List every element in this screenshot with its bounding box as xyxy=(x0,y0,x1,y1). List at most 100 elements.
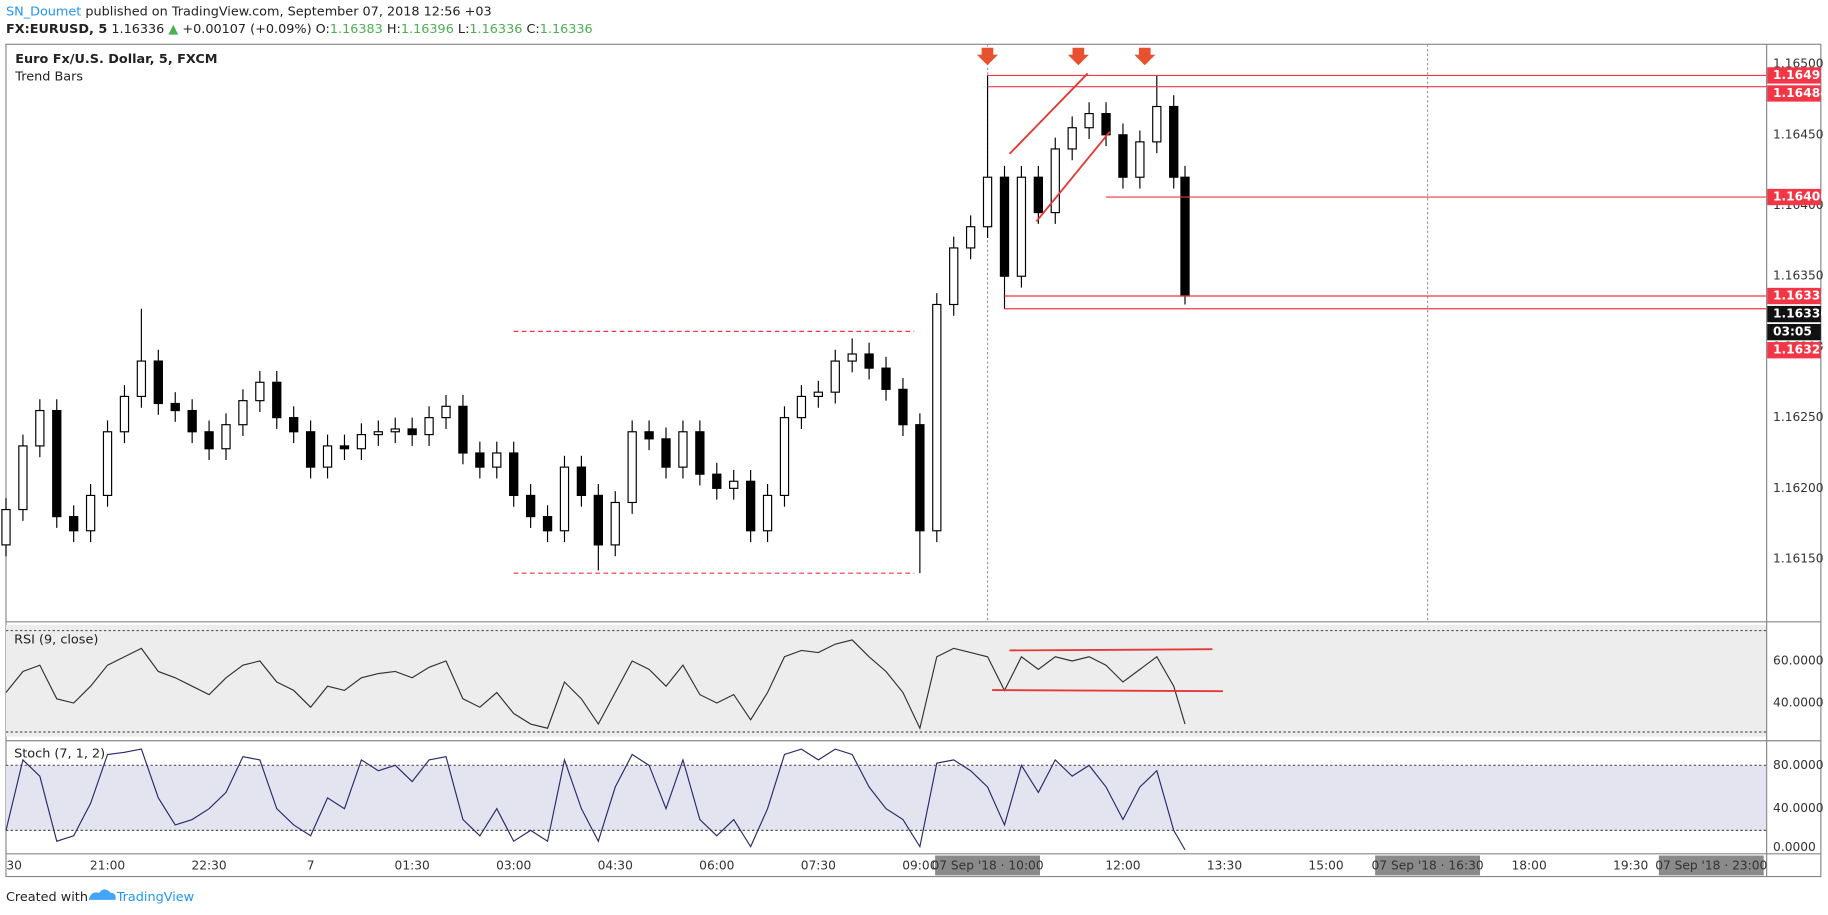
time-marker-label: 07 Sep '18 · 23:00 xyxy=(1655,859,1767,873)
channel-line xyxy=(1008,72,1089,155)
y-tick-label: 1.16350 xyxy=(1773,269,1824,283)
x-tick-label: 30 xyxy=(6,859,22,873)
candle-body xyxy=(255,381,265,402)
candle-body xyxy=(221,424,231,450)
band xyxy=(5,765,1767,831)
x-tick-label: 09:00 xyxy=(902,859,937,873)
price-label: 1.16336 xyxy=(1773,307,1828,321)
candle-body xyxy=(762,494,773,532)
candle-body xyxy=(69,516,79,532)
candle-body xyxy=(509,452,519,496)
time-marker-box xyxy=(1658,855,1764,876)
price-label-box xyxy=(1767,67,1821,84)
candle-body xyxy=(102,431,113,496)
y-tick-label: 1.16250 xyxy=(1773,410,1824,424)
price-label: 1.16492 xyxy=(1773,68,1828,82)
candle-body xyxy=(1101,113,1111,136)
candle-body xyxy=(559,466,570,532)
candle-body xyxy=(119,395,130,433)
chart-subtitle: Trend Bars xyxy=(14,69,83,84)
y-tick-label: 40.0000 xyxy=(1773,801,1824,815)
candle-body xyxy=(85,494,96,532)
header-line: SN_Doumet published on TradingView.com, … xyxy=(6,4,492,19)
candle-body xyxy=(373,431,383,436)
candle-body xyxy=(35,409,45,447)
candle-body xyxy=(729,480,739,489)
candle-body xyxy=(898,388,908,426)
last: 1.16336 xyxy=(111,22,164,37)
candle-body xyxy=(322,445,333,468)
x-tick-label: 03:00 xyxy=(496,859,531,873)
price-label: 1.16336 xyxy=(1773,289,1828,303)
candle-body xyxy=(661,438,671,468)
rsi-trendline xyxy=(992,689,1223,693)
candle-body xyxy=(745,480,756,532)
candle-body xyxy=(475,452,485,468)
x-tick-label: 12:00 xyxy=(1105,859,1140,873)
ohlc-key: L: xyxy=(458,22,469,37)
candle-body xyxy=(542,516,553,532)
indicator-line xyxy=(5,748,1186,851)
symbol: FX:EURUSD, 5 xyxy=(6,22,107,37)
pane-title: Stoch (7, 1, 2) xyxy=(14,747,105,762)
candle-body xyxy=(1050,148,1060,214)
candle-body xyxy=(272,381,282,419)
price-label-box xyxy=(1767,188,1821,206)
candle-body xyxy=(170,402,180,412)
candle-body xyxy=(712,473,722,489)
candle-body xyxy=(356,434,367,450)
candle-body xyxy=(407,428,417,436)
price-label: 1.16327 xyxy=(1773,343,1828,357)
candle-body xyxy=(627,431,637,504)
candle-body xyxy=(187,409,197,433)
drawings xyxy=(992,72,1223,693)
candle-body xyxy=(1152,105,1162,143)
countdown-box xyxy=(1767,323,1821,341)
arrow: ▲ xyxy=(168,22,178,37)
candle-body xyxy=(153,360,163,405)
plot: Euro Fx/U.S. Dollar, 5, FXCM Trend Bars 1.… xyxy=(1,44,1828,876)
candle-body xyxy=(339,445,350,450)
x-tick-label: 22:30 xyxy=(191,859,226,873)
candle-body xyxy=(830,360,840,393)
candle-body xyxy=(593,494,603,546)
candle-body xyxy=(915,424,925,532)
arrows xyxy=(976,47,1156,66)
candle-body xyxy=(18,445,28,511)
candle-body xyxy=(965,226,976,249)
pane-title: RSI (9, close) xyxy=(14,632,98,647)
y-tick-label: 1.16150 xyxy=(1773,552,1824,566)
chart-title: Euro Fx/U.S. Dollar, 5, FXCM xyxy=(15,52,217,67)
indicator-line xyxy=(5,639,1186,731)
footer-brand[interactable]: TradingView xyxy=(116,890,194,905)
candle-body xyxy=(204,431,214,450)
candle-body xyxy=(678,431,688,468)
candle-body xyxy=(695,431,705,475)
x-tick-label: 21:00 xyxy=(90,859,125,873)
candle-body xyxy=(441,405,451,419)
ohlc-key: O: xyxy=(316,22,330,37)
y-tick-label: 40.0000 xyxy=(1773,696,1824,710)
candle-body xyxy=(136,360,147,397)
chart-frame xyxy=(5,43,1822,878)
y-tick-label: 1.16200 xyxy=(1773,481,1824,495)
time-marker-box xyxy=(935,855,1041,876)
price-label: 1.16406 xyxy=(1773,190,1828,204)
candle-body xyxy=(1169,105,1179,178)
author[interactable]: SN_Doumet xyxy=(6,4,81,19)
candle-body xyxy=(1,508,11,546)
candle-body xyxy=(1180,176,1190,297)
footer-created: Created with xyxy=(6,890,88,905)
y-tick-label: 80.0000 xyxy=(1773,758,1824,772)
candle-body xyxy=(779,417,790,496)
candle-body xyxy=(982,176,993,228)
candle-body xyxy=(881,367,891,390)
logo xyxy=(88,889,116,900)
down-arrow xyxy=(1134,47,1156,66)
rsi-trendline xyxy=(1009,648,1213,652)
published: published on TradingView.com, September … xyxy=(85,4,491,19)
x-tick-label: 04:30 xyxy=(598,859,633,873)
candle-body xyxy=(238,400,248,426)
